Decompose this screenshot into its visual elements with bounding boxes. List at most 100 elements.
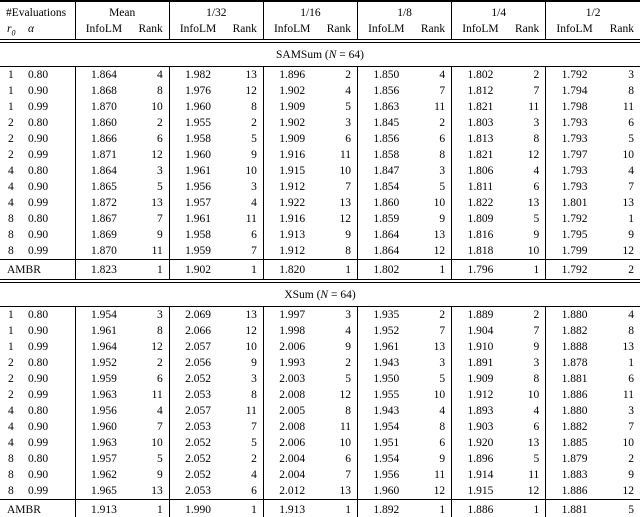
cell-infolm: 1.913 xyxy=(74,499,133,517)
cell-infolm: 1.854 xyxy=(357,179,415,195)
cell-infolm: 1.816 xyxy=(451,227,509,243)
cell-infolm: 1.889 xyxy=(451,306,509,323)
cell-rank: 3 xyxy=(628,69,634,81)
cell-infolm: 1.993 xyxy=(262,355,321,371)
cell-infolm: 1.902 xyxy=(262,115,321,131)
rank-column-header: Rank xyxy=(138,23,163,35)
cell-infolm: 1.956 xyxy=(74,403,133,419)
cell-infolm: 1.961 xyxy=(168,163,227,179)
cell-infolm: 1.796 xyxy=(451,259,509,280)
col-group-1-8: 1/8 xyxy=(357,1,452,21)
evaluations-group-header: #Evaluations xyxy=(6,7,67,19)
cell-infolm: 1.870 xyxy=(74,99,133,115)
cell-infolm: 2.005 xyxy=(262,403,321,419)
cell-infolm: 1.872 xyxy=(74,195,133,211)
cell-infolm: 2.053 xyxy=(168,387,227,403)
cell-infolm: 1.795 xyxy=(545,227,603,243)
cell-alpha: 0.80 xyxy=(28,117,49,129)
cell-infolm: 1.860 xyxy=(357,195,415,211)
cell-infolm: 1.904 xyxy=(451,323,509,339)
cell-infolm: 1.955 xyxy=(168,115,227,131)
table-body: SAMSum (N = 64) 1 0.80 1.864 4 1.982 13 1.896 2 1… xyxy=(0,42,640,517)
col-group-1-4: 1/4 xyxy=(451,1,546,21)
cell-infolm: 2.052 xyxy=(168,451,227,467)
cell-rank: 1 xyxy=(226,259,264,280)
cell-alpha: 0.99 xyxy=(28,101,49,113)
cell-infolm: 1.806 xyxy=(451,163,509,179)
cell-rank: 13 xyxy=(245,69,257,81)
cell-rank: 9 xyxy=(156,469,163,481)
cell-rank: 2 xyxy=(628,453,634,465)
cell-alpha: 0.80 xyxy=(28,405,49,417)
cell-r0: 2 xyxy=(8,133,14,145)
cell-rank: 10 xyxy=(622,437,635,449)
cell-rank: 6 xyxy=(251,485,257,497)
cell-infolm: 1.920 xyxy=(451,435,509,451)
cell-infolm: 2.053 xyxy=(168,483,227,500)
ambr-row: AMBR 1.823 1 1.902 1 1.820 1 1.802 1 1.796 1 1.792 2 xyxy=(0,259,640,280)
cell-infolm: 1.950 xyxy=(357,371,415,387)
cell-infolm: 1.943 xyxy=(357,355,415,371)
cell-infolm: 1.990 xyxy=(168,499,227,517)
table-row: 2 0.80 1.860 2 1.955 2 1.902 3 1.845 2 1.803 3 1.793… xyxy=(0,115,640,131)
cell-infolm: 1.880 xyxy=(545,403,603,419)
cell-rank: 9 xyxy=(251,149,257,161)
cell-rank: 8 xyxy=(628,85,634,97)
ambr-label: AMBR xyxy=(0,259,76,280)
cell-r0: 8 xyxy=(8,469,14,481)
cell-rank: 7 xyxy=(533,85,540,97)
cell-rank: 7 xyxy=(628,181,634,193)
cell-rank: 12 xyxy=(339,213,352,225)
cell-infolm: 1.883 xyxy=(545,467,603,483)
cell-rank: 4 xyxy=(439,405,446,417)
table-row: 2 0.99 1.871 12 1.960 9 1.916 11 1.858 8 1.821 12 1.… xyxy=(0,147,640,163)
section-title: XSum (N = 64) xyxy=(0,282,640,307)
cell-infolm: 1.892 xyxy=(357,499,415,517)
cell-rank: 12 xyxy=(245,85,257,97)
cell-infolm: 1.961 xyxy=(168,211,227,227)
cell-rank: 11 xyxy=(622,101,634,113)
cell-rank: 9 xyxy=(533,229,540,241)
cell-infolm: 1.856 xyxy=(357,83,415,99)
cell-r0: 1 xyxy=(8,325,14,337)
cell-infolm: 1.793 xyxy=(545,115,603,131)
col-group-1-16: 1/16 xyxy=(262,1,358,21)
cell-r0: 2 xyxy=(8,373,14,385)
cell-r0: 8 xyxy=(8,213,14,225)
table-row: 1 0.99 1.964 12 2.057 10 2.006 9 1.961 13 1.910 9 1.… xyxy=(0,339,640,355)
header-double-rule xyxy=(0,39,640,43)
cell-rank: 3 xyxy=(439,165,446,177)
table-row: 4 0.80 1.864 3 1.961 10 1.915 10 1.847 3 1.806 4 1.7… xyxy=(0,163,640,179)
cell-infolm: 1.865 xyxy=(74,179,133,195)
cell-r0: 2 xyxy=(8,149,14,161)
cell-rank: 4 xyxy=(345,325,352,337)
cell-infolm: 1.943 xyxy=(357,403,415,419)
infolm-column-header: InfoLM xyxy=(545,21,603,40)
cell-rank: 13 xyxy=(433,341,446,353)
cell-rank: 5 xyxy=(439,373,446,385)
cell-infolm: 1.909 xyxy=(262,99,321,115)
cell-infolm: 1.801 xyxy=(545,195,603,211)
cell-rank: 12 xyxy=(527,485,540,497)
cell-rank: 1 xyxy=(414,499,452,517)
cell-r0: 4 xyxy=(8,165,14,177)
cell-infolm: 1.893 xyxy=(451,403,509,419)
cell-infolm: 1.797 xyxy=(545,147,603,163)
cell-infolm: 1.793 xyxy=(545,163,603,179)
cell-rank: 13 xyxy=(245,309,257,321)
cell-infolm: 1.799 xyxy=(545,243,603,260)
cell-rank: 13 xyxy=(622,341,635,353)
cell-infolm: 1.859 xyxy=(357,211,415,227)
cell-rank: 6 xyxy=(251,229,257,241)
cell-rank: 13 xyxy=(339,485,352,497)
cell-infolm: 1.794 xyxy=(545,83,603,99)
col-group-1-2: 1/2 xyxy=(545,1,640,21)
cell-rank: 4 xyxy=(628,165,634,177)
cell-rank: 4 xyxy=(533,405,540,417)
cell-infolm: 1.870 xyxy=(74,243,133,260)
cell-rank: 3 xyxy=(439,357,446,369)
cell-alpha: 0.90 xyxy=(28,133,49,145)
cell-alpha: 0.99 xyxy=(28,197,49,209)
cell-infolm: 1.959 xyxy=(74,371,133,387)
